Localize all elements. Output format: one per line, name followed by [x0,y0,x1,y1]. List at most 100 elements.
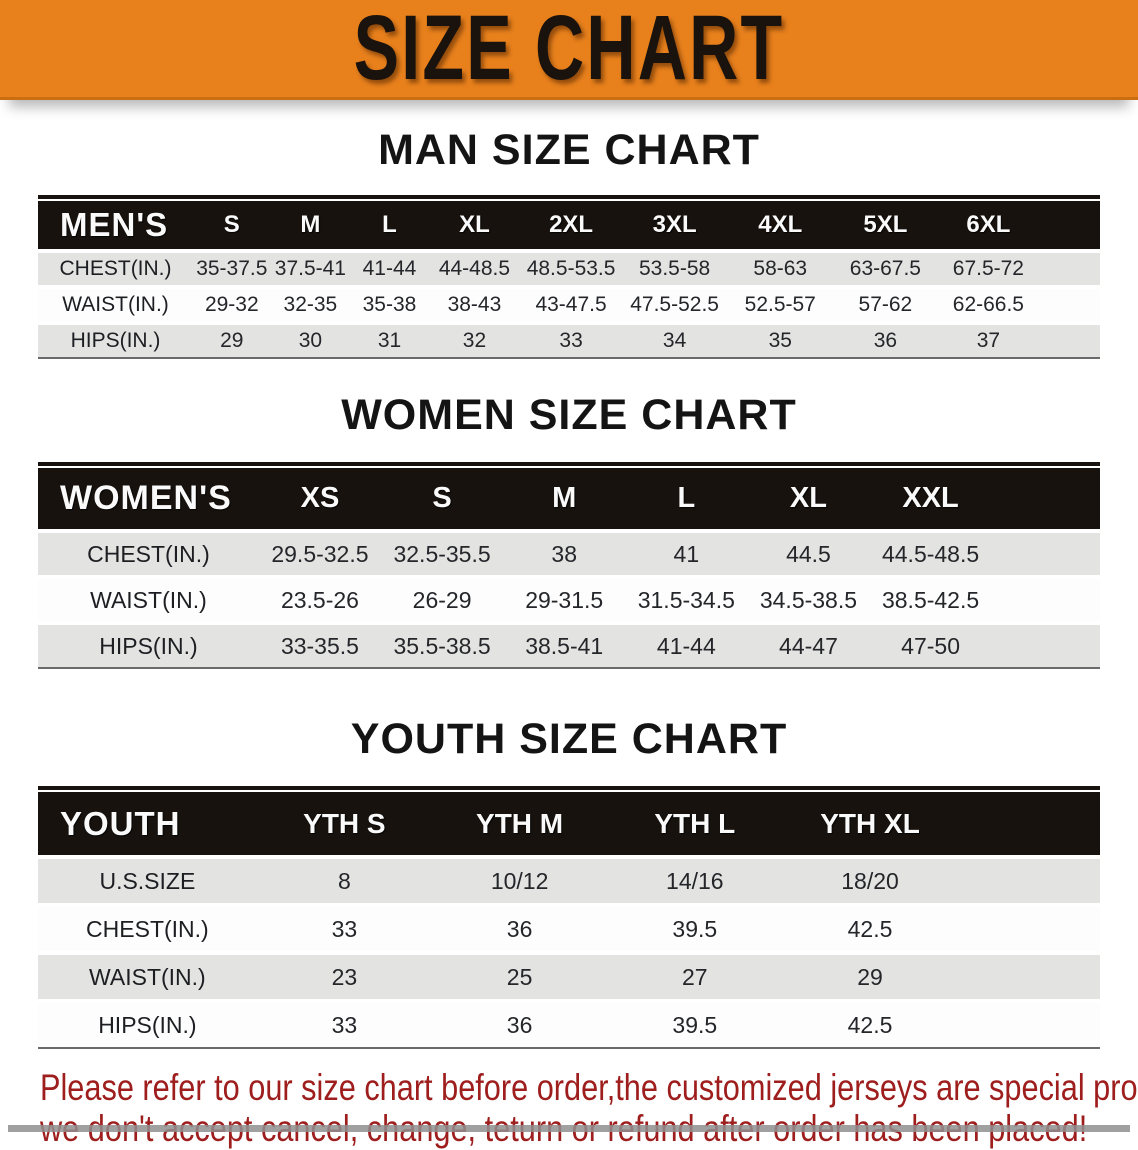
men-header-row: MEN'S S M L XL 2XL 3XL 4XL 5XL 6XL [38,201,1100,249]
women-hips-row: HIPS(IN.) 33-35.5 35.5-38.5 38.5-41 41-4… [38,621,1100,667]
table-cell: 53.5-58 [622,249,728,285]
women-size-col: M [503,468,626,529]
table-cell: 23 [256,951,432,999]
row-label: U.S.SIZE [38,855,257,903]
table-cell: 26-29 [381,575,504,621]
table-cell: 18/20 [782,855,958,903]
table-cell: 29 [193,321,271,357]
bottom-edge-strip [8,1125,1130,1132]
table-cell: 33 [520,321,623,357]
table-cell: 10/12 [431,855,608,903]
table-cell: 29-32 [193,285,271,321]
youth-size-col: YTH L [607,792,783,855]
table-cell: 29 [782,951,958,999]
table-cell: 29.5-32.5 [258,529,382,575]
table-cell: 37.5-41 [270,249,351,285]
table-cell: 41-44 [625,621,748,667]
table-cell: 39.5 [607,999,783,1047]
table-cell: 57-62 [833,285,938,321]
table-cell: 23.5-26 [258,575,382,621]
table-cell: 38-43 [428,285,521,321]
table-cell: 35.5-38.5 [381,621,504,667]
table-cell: 47-50 [869,621,992,667]
women-size-col: XL [747,468,870,529]
spacer-cell [957,999,1100,1047]
table-cell: 41-44 [350,249,429,285]
table-cell: 44.5 [747,529,870,575]
spacer-cell [991,529,1100,575]
table-cell: 25 [431,951,608,999]
disclaimer-line-1: Please refer to our size chart before or… [40,1067,1138,1108]
women-header-label: WOMEN'S [38,468,259,529]
women-size-col: XS [258,468,382,529]
table-cell: 42.5 [782,903,958,951]
table-cell: 30 [270,321,351,357]
table-cell: 34 [622,321,728,357]
table-cell: 39.5 [607,903,783,951]
youth-size-table-wrap: YOUTH YTH S YTH M YTH L YTH XL U.S.SIZE … [38,786,1100,1049]
spacer-cell [1039,285,1100,321]
men-hips-row: HIPS(IN.) 29 30 31 32 33 34 35 36 37 [38,321,1100,357]
men-size-col: 6XL [937,201,1040,249]
table-cell: 58-63 [727,249,834,285]
youth-ussize-row: U.S.SIZE 8 10/12 14/16 18/20 [38,855,1100,903]
spacer-cell [991,575,1100,621]
spacer-cell [991,621,1100,667]
row-label: CHEST(IN.) [38,903,257,951]
table-cell: 27 [607,951,783,999]
women-size-col: XXL [869,468,992,529]
table-cell: 32 [428,321,521,357]
youth-size-col: YTH XL [782,792,958,855]
disclaimer: Please refer to our size chart before or… [40,1067,1138,1150]
men-size-col: 4XL [727,201,834,249]
men-chest-row: CHEST(IN.) 35-37.5 37.5-41 41-44 44-48.5… [38,249,1100,285]
table-cell: 32.5-35.5 [381,529,504,575]
table-cell: 42.5 [782,999,958,1047]
table-cell: 35-37.5 [193,249,271,285]
table-cell: 44.5-48.5 [869,529,992,575]
table-cell: 33 [256,999,432,1047]
table-cell: 36 [833,321,938,357]
youth-chest-row: CHEST(IN.) 33 36 39.5 42.5 [38,903,1100,951]
men-waist-row: WAIST(IN.) 29-32 32-35 35-38 38-43 43-47… [38,285,1100,321]
women-size-col: S [381,468,504,529]
table-cell: 47.5-52.5 [622,285,728,321]
women-header-row: WOMEN'S XS S M L XL XXL [38,468,1100,529]
spacer-cell [957,792,1100,855]
row-label: HIPS(IN.) [38,999,257,1047]
men-size-col: XL [428,201,521,249]
youth-waist-row: WAIST(IN.) 23 25 27 29 [38,951,1100,999]
table-cell: 52.5-57 [727,285,834,321]
spacer-cell [1039,321,1100,357]
men-size-col: S [193,201,271,249]
row-label: CHEST(IN.) [38,249,194,285]
table-cell: 31.5-34.5 [625,575,748,621]
youth-size-col: YTH M [431,792,608,855]
table-cell: 37 [937,321,1040,357]
men-size-col: 5XL [833,201,938,249]
men-size-table: MEN'S S M L XL 2XL 3XL 4XL 5XL 6XL CHEST… [38,201,1100,357]
spacer-cell [957,903,1100,951]
youth-hips-row: HIPS(IN.) 33 36 39.5 42.5 [38,999,1100,1047]
table-cell: 33-35.5 [258,621,382,667]
table-cell: 67.5-72 [937,249,1040,285]
table-cell: 44-47 [747,621,870,667]
men-header-label: MEN'S [38,201,194,249]
women-size-col: L [625,468,748,529]
youth-header-row: YOUTH YTH S YTH M YTH L YTH XL [38,792,1100,855]
youth-size-table: YOUTH YTH S YTH M YTH L YTH XL U.S.SIZE … [38,792,1100,1047]
row-label: HIPS(IN.) [38,621,259,667]
spacer-cell [991,468,1100,529]
table-cell: 34.5-38.5 [747,575,870,621]
women-chest-row: CHEST(IN.) 29.5-32.5 32.5-35.5 38 41 44.… [38,529,1100,575]
table-cell: 8 [256,855,432,903]
spacer-cell [957,951,1100,999]
table-cell: 35-38 [350,285,429,321]
row-label: WAIST(IN.) [38,951,257,999]
table-cell: 62-66.5 [937,285,1040,321]
youth-header-label: YOUTH [38,792,257,855]
table-cell: 31 [350,321,429,357]
spacer-cell [1039,249,1100,285]
table-cell: 36 [431,999,608,1047]
table-cell: 14/16 [607,855,783,903]
